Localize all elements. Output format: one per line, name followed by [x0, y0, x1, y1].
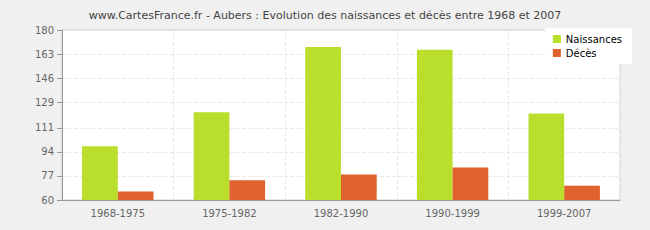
svg-text:77: 77 [41, 170, 54, 181]
svg-text:146: 146 [35, 73, 54, 84]
svg-text:1975-1982: 1975-1982 [202, 208, 257, 219]
svg-text:1968-1975: 1968-1975 [91, 208, 146, 219]
svg-text:1982-1990: 1982-1990 [314, 208, 369, 219]
svg-text:Naissances: Naissances [566, 34, 622, 45]
svg-text:129: 129 [35, 97, 54, 108]
svg-text:180: 180 [35, 25, 54, 36]
svg-text:94: 94 [41, 146, 54, 157]
svg-text:www.CartesFrance.fr - Aubers :: www.CartesFrance.fr - Aubers : Evolution… [89, 9, 562, 22]
svg-text:1990-1999: 1990-1999 [425, 208, 480, 219]
svg-text:Décès: Décès [566, 48, 597, 59]
svg-text:163: 163 [35, 49, 54, 60]
svg-text:60: 60 [41, 195, 54, 206]
svg-text:111: 111 [35, 122, 54, 133]
svg-text:1999-2007: 1999-2007 [537, 208, 592, 219]
